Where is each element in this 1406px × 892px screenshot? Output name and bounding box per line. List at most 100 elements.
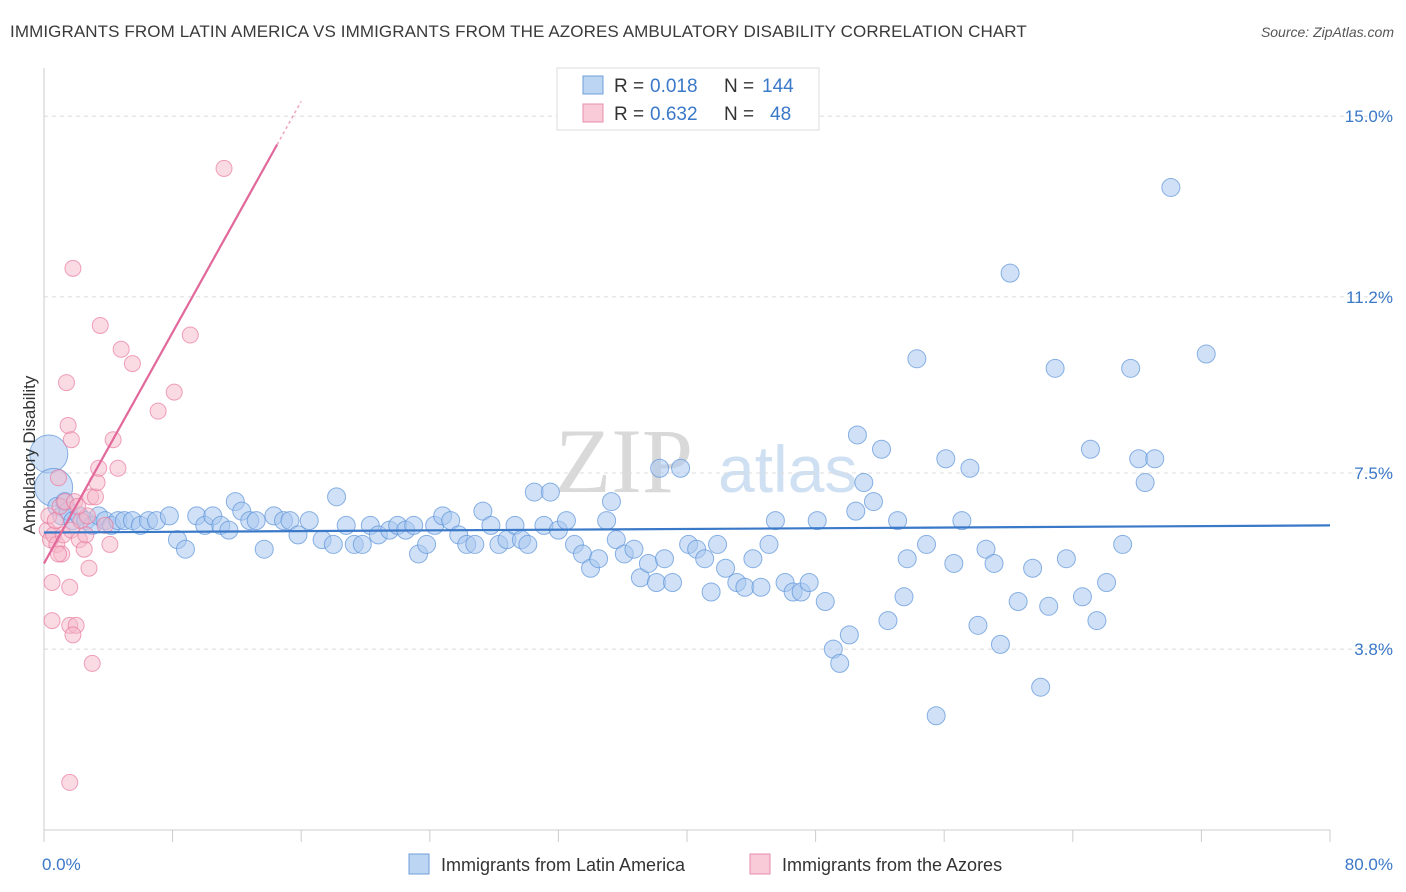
legend-n-value-2: 48 — [770, 104, 791, 125]
point-latin-america-133 — [1087, 611, 1107, 631]
point-latin-america-58 — [481, 515, 501, 535]
point-azores-15 — [61, 578, 79, 596]
x-tick-max: 80.0% — [1345, 855, 1393, 874]
point-latin-america-38 — [323, 534, 343, 554]
point-latin-america-91 — [735, 577, 755, 597]
point-latin-america-119 — [960, 458, 980, 478]
point-latin-america-36 — [299, 511, 319, 531]
point-latin-america-31 — [254, 539, 274, 559]
point-latin-america-129 — [1045, 358, 1065, 378]
point-latin-america-50 — [417, 534, 437, 554]
point-latin-america-128 — [1039, 596, 1059, 616]
y-axis-label: Ambulatory Disability — [20, 375, 39, 534]
point-latin-america-64 — [524, 482, 544, 502]
point-latin-america-112 — [897, 549, 917, 569]
point-azores-18 — [62, 431, 80, 449]
point-azores-6 — [46, 512, 64, 530]
point-latin-america-114 — [917, 534, 937, 554]
point-latin-america-139 — [1145, 449, 1165, 469]
trend-lines — [43, 100, 1331, 565]
point-latin-america-135 — [1113, 534, 1133, 554]
point-latin-america-115 — [926, 706, 946, 726]
point-latin-america-89 — [716, 558, 736, 578]
point-latin-america-123 — [990, 634, 1010, 654]
point-latin-america-94 — [759, 534, 779, 554]
point-azores-8 — [49, 469, 67, 487]
point-azores-42 — [181, 326, 199, 344]
point-latin-america-93 — [751, 577, 771, 597]
legend-r-label-2: R = — [614, 104, 644, 125]
point-latin-america-66 — [540, 482, 560, 502]
bottom-legend-label-blue: Immigrants from Latin America — [441, 855, 686, 875]
series-latin-america — [29, 177, 1216, 726]
trend-line-azores-extension — [276, 100, 302, 145]
legend-r-value-2: 0.632 — [650, 104, 698, 125]
point-latin-america-121 — [976, 539, 996, 559]
point-latin-america-34 — [280, 511, 300, 531]
point-latin-america-92 — [743, 549, 763, 569]
point-latin-america-39 — [327, 487, 347, 507]
point-latin-america-88 — [708, 534, 728, 554]
point-latin-america-99 — [799, 573, 819, 593]
point-latin-america-117 — [944, 553, 964, 573]
point-azores-45 — [64, 626, 82, 644]
point-latin-america-75 — [606, 530, 626, 550]
bottom-legend-label-pink: Immigrants from the Azores — [782, 855, 1002, 875]
grid-lines — [44, 115, 1392, 650]
trend-line-latin-america — [43, 524, 1331, 534]
point-latin-america-110 — [888, 511, 908, 531]
chart-title: IMMIGRANTS FROM LATIN AMERICA VS IMMIGRA… — [10, 22, 1027, 41]
point-latin-america-122 — [984, 553, 1004, 573]
point-azores-37 — [109, 459, 127, 477]
point-latin-america-140 — [1161, 177, 1181, 197]
legend-r-label-1: R = — [614, 76, 644, 97]
point-azores-13 — [58, 374, 76, 392]
point-latin-america-113 — [907, 349, 927, 369]
point-latin-america-95 — [765, 511, 785, 531]
point-latin-america-132 — [1080, 439, 1100, 459]
point-latin-america-104 — [839, 625, 859, 645]
point-latin-america-87 — [701, 582, 721, 602]
point-latin-america-116 — [936, 449, 956, 469]
point-azores-39 — [123, 355, 141, 373]
point-latin-america-134 — [1097, 573, 1117, 593]
point-latin-america-138 — [1135, 473, 1155, 493]
point-latin-america-21 — [175, 539, 195, 559]
point-latin-america-56 — [465, 534, 485, 554]
point-latin-america-100 — [807, 511, 827, 531]
trend-line-azores — [43, 144, 279, 565]
bottom-legend: Immigrants from Latin America Immigrants… — [408, 853, 1002, 875]
y-tick-label-0: 3.8% — [1354, 640, 1393, 659]
point-latin-america-73 — [597, 511, 617, 531]
source-credit: Source: ZipAtlas.com — [1260, 24, 1394, 40]
point-azores-19 — [64, 259, 82, 277]
point-latin-america-26 — [219, 520, 239, 540]
point-latin-america-81 — [654, 549, 674, 569]
legend-swatch-pink — [582, 103, 604, 123]
point-latin-america-126 — [1023, 558, 1043, 578]
point-latin-america-107 — [863, 492, 883, 512]
point-azores-25 — [77, 526, 95, 544]
bottom-legend-swatch-blue — [408, 853, 430, 875]
point-latin-america-77 — [624, 539, 644, 559]
point-latin-america-42 — [352, 534, 372, 554]
point-azores-43 — [215, 159, 233, 177]
y-tick-label-1: 7.5% — [1354, 464, 1393, 483]
point-azores-38 — [112, 340, 130, 358]
point-azores-40 — [149, 402, 167, 420]
legend-r-value-1: 0.018 — [650, 76, 698, 97]
point-latin-america-109 — [878, 611, 898, 631]
series-azores — [38, 159, 233, 791]
point-azores-14 — [59, 416, 77, 434]
point-latin-america-80 — [646, 573, 666, 593]
bottom-legend-swatch-pink — [749, 853, 771, 875]
point-latin-america-72 — [589, 549, 609, 569]
point-latin-america-68 — [556, 511, 576, 531]
point-latin-america-79 — [638, 553, 658, 573]
point-latin-america-136 — [1121, 358, 1141, 378]
point-latin-america-63 — [518, 534, 538, 554]
point-latin-america-120 — [968, 615, 988, 635]
point-latin-america-105 — [846, 501, 866, 521]
point-latin-america-82 — [663, 573, 683, 593]
point-azores-41 — [165, 383, 183, 401]
